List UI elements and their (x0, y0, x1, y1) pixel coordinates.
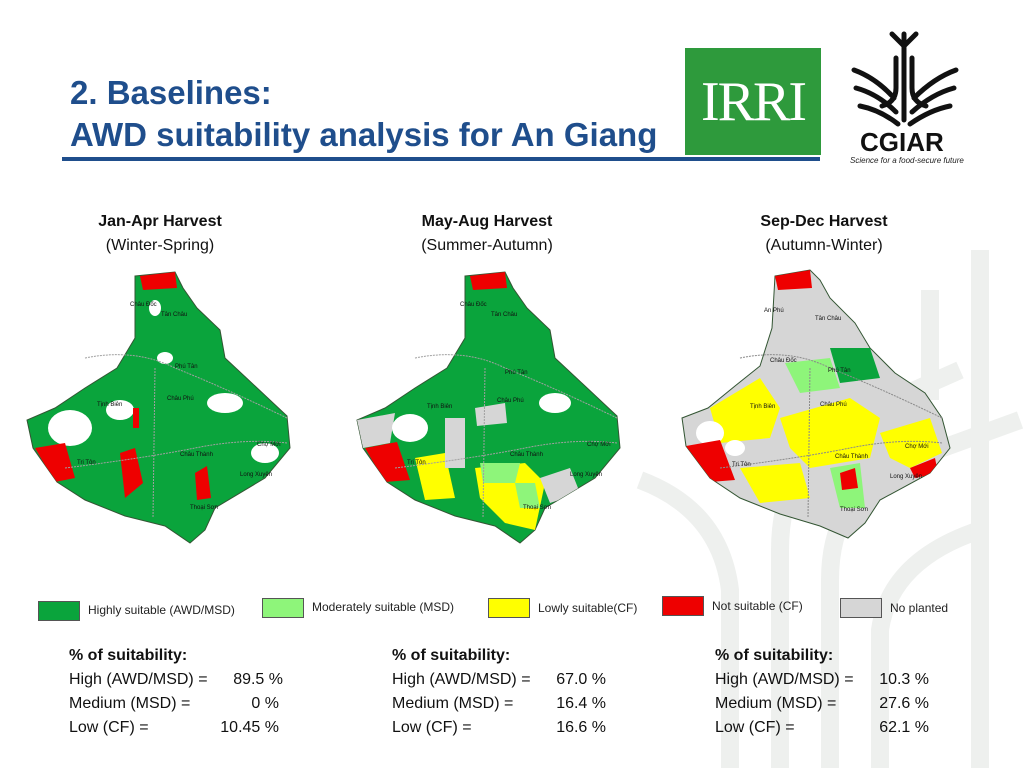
legend-label-no-planted: No planted (890, 601, 949, 615)
map-label: Tân Châu (815, 316, 841, 322)
stats-value: 67.0 % (556, 671, 606, 688)
map-label: Châu Đốc (770, 358, 797, 364)
map-label: Phú Tân (175, 364, 198, 370)
stats-jan-apr: % of suitability: High (AWD/MSD) = 89.5 %… (69, 644, 289, 740)
map-label: Phú Tân (828, 368, 851, 374)
map-label: Tri Tôn (732, 462, 751, 468)
map-label: Châu Phú (167, 396, 194, 402)
stats-row-medium: Medium (MSD) = 16.4 % (392, 692, 612, 716)
stats-label: Medium (MSD) = (715, 695, 837, 712)
map-label: Chợ Mới (587, 442, 611, 448)
season-label: (Winter-Spring) (105, 237, 215, 254)
suitability-map-may-aug: Tân Châu Phú Tân Châu Đốc Châu Phú Tịnh … (356, 271, 621, 544)
stats-label: High (AWD/MSD) = (392, 671, 531, 688)
season-label: (Summer-Autumn) (421, 237, 553, 254)
stats-label: Medium (MSD) = (392, 695, 514, 712)
map-label: Tân Châu (491, 312, 517, 318)
legend-label-highly-suitable: Highly suitable (AWD/MSD) (88, 603, 235, 617)
stats-heading: % of suitability: (715, 647, 834, 664)
title-line-1: 2. Baselines: (70, 74, 272, 111)
map-label: Tri Tôn (407, 460, 426, 466)
legend-swatch-lowly-suitable (488, 598, 530, 618)
map-label: Tịnh Biên (427, 404, 452, 410)
stats-value: 16.4 % (556, 695, 606, 712)
harvest-label: May-Aug Harvest (421, 213, 553, 230)
irri-logo: IRRI (685, 48, 821, 155)
stats-value: 27.6 % (879, 695, 929, 712)
season-heading-sep-dec: Sep-Dec Harvest (Autumn-Winter) (724, 210, 924, 258)
stats-heading: % of suitability: (69, 647, 188, 664)
stats-heading: % of suitability: (392, 647, 511, 664)
cgiar-logo-icon (851, 31, 959, 127)
map-label: An Phú (764, 308, 784, 314)
stats-sep-dec: % of suitability: High (AWD/MSD) = 10.3 %… (715, 644, 935, 740)
stats-value: 62.1 % (879, 719, 929, 736)
stats-label: High (AWD/MSD) = (69, 671, 208, 688)
stats-row-medium: Medium (MSD) = 27.6 % (715, 692, 935, 716)
cgiar-tagline: Science for a food-secure future (850, 156, 964, 165)
title-line-2: AWD suitability analysis for An Giang (70, 116, 658, 153)
stats-value: 16.6 % (556, 719, 606, 736)
stats-label: Medium (MSD) = (69, 695, 191, 712)
suitability-map-sep-dec: An Phú Tân Châu Châu Đốc Phú Tân Châu Ph… (681, 269, 951, 539)
page-title: 2. Baselines: AWD suitability analysis f… (70, 72, 657, 156)
map-label: Châu Phú (497, 398, 524, 404)
legend-label-lowly-suitable: Lowly suitable(CF) (538, 601, 638, 615)
stats-row-low: Low (CF) = 16.6 % (392, 716, 612, 740)
map-label: Chợ Mới (257, 442, 281, 448)
map-label: Long Xuyên (570, 472, 602, 478)
legend-label-not-suitable: Not suitable (CF) (712, 599, 803, 613)
stats-row-high: High (AWD/MSD) = 10.3 % (715, 668, 935, 692)
irri-logo-text: IRRI (701, 70, 807, 133)
map-label: Thoại Sơn (523, 505, 551, 511)
legend-label-moderately-suitable: Moderately suitable (MSD) (312, 600, 455, 614)
harvest-label: Sep-Dec Harvest (760, 213, 888, 230)
legend-swatch-no-planted (840, 598, 882, 618)
map-label: Phú Tân (505, 370, 528, 376)
map-label: Châu Phú (820, 402, 847, 408)
stats-label: High (AWD/MSD) = (715, 671, 854, 688)
map-label: Châu Thành (180, 452, 213, 458)
map-label: Châu Đốc (460, 302, 487, 308)
map-label: Tịnh Biên (750, 404, 775, 410)
stats-label: Low (CF) = (715, 719, 795, 736)
map-label: Thoại Sơn (190, 505, 218, 511)
map-label: Long Xuyên (890, 474, 922, 480)
legend-swatch-not-suitable (662, 596, 704, 616)
stats-label: Low (CF) = (69, 719, 149, 736)
legend-swatch-moderately-suitable (262, 598, 304, 618)
stats-may-aug: % of suitability: High (AWD/MSD) = 67.0 %… (392, 644, 612, 740)
stats-row-low: Low (CF) = 62.1 % (715, 716, 935, 740)
map-label: Tân Châu (161, 312, 187, 318)
map-label: Long Xuyên (240, 472, 272, 478)
stats-row-high: High (AWD/MSD) = 67.0 % (392, 668, 612, 692)
suitability-map-jan-apr: Tân Châu Phú Tân Châu Đốc Châu Phú Tịnh … (26, 271, 291, 544)
stats-row-medium: Medium (MSD) = 0 % (69, 692, 289, 716)
map-label: Châu Đốc (130, 302, 157, 308)
legend-swatch-highly-suitable (38, 601, 80, 621)
season-heading-may-aug: May-Aug Harvest (Summer-Autumn) (387, 210, 587, 258)
map-label: Tri Tôn (77, 460, 96, 466)
title-underline (62, 157, 820, 161)
stats-value: 10.3 % (879, 671, 929, 688)
stats-label: Low (CF) = (392, 719, 472, 736)
map-label: Tịnh Biên (97, 402, 122, 408)
harvest-label: Jan-Apr Harvest (98, 213, 222, 230)
stats-value: 10.45 % (220, 719, 279, 736)
season-label: (Autumn-Winter) (765, 237, 883, 254)
stats-row-high: High (AWD/MSD) = 89.5 % (69, 668, 289, 692)
stats-row-low: Low (CF) = 10.45 % (69, 716, 289, 740)
map-label: Thoại Sơn (840, 507, 868, 513)
stats-value: 89.5 % (233, 671, 283, 688)
map-label: Châu Thành (835, 454, 868, 460)
map-label: Chợ Mới (905, 444, 929, 450)
cgiar-logo-text: CGIAR (860, 127, 944, 157)
stats-value: 0 % (251, 695, 279, 712)
season-heading-jan-apr: Jan-Apr Harvest (Winter-Spring) (60, 210, 260, 258)
map-label: Châu Thành (510, 452, 543, 458)
